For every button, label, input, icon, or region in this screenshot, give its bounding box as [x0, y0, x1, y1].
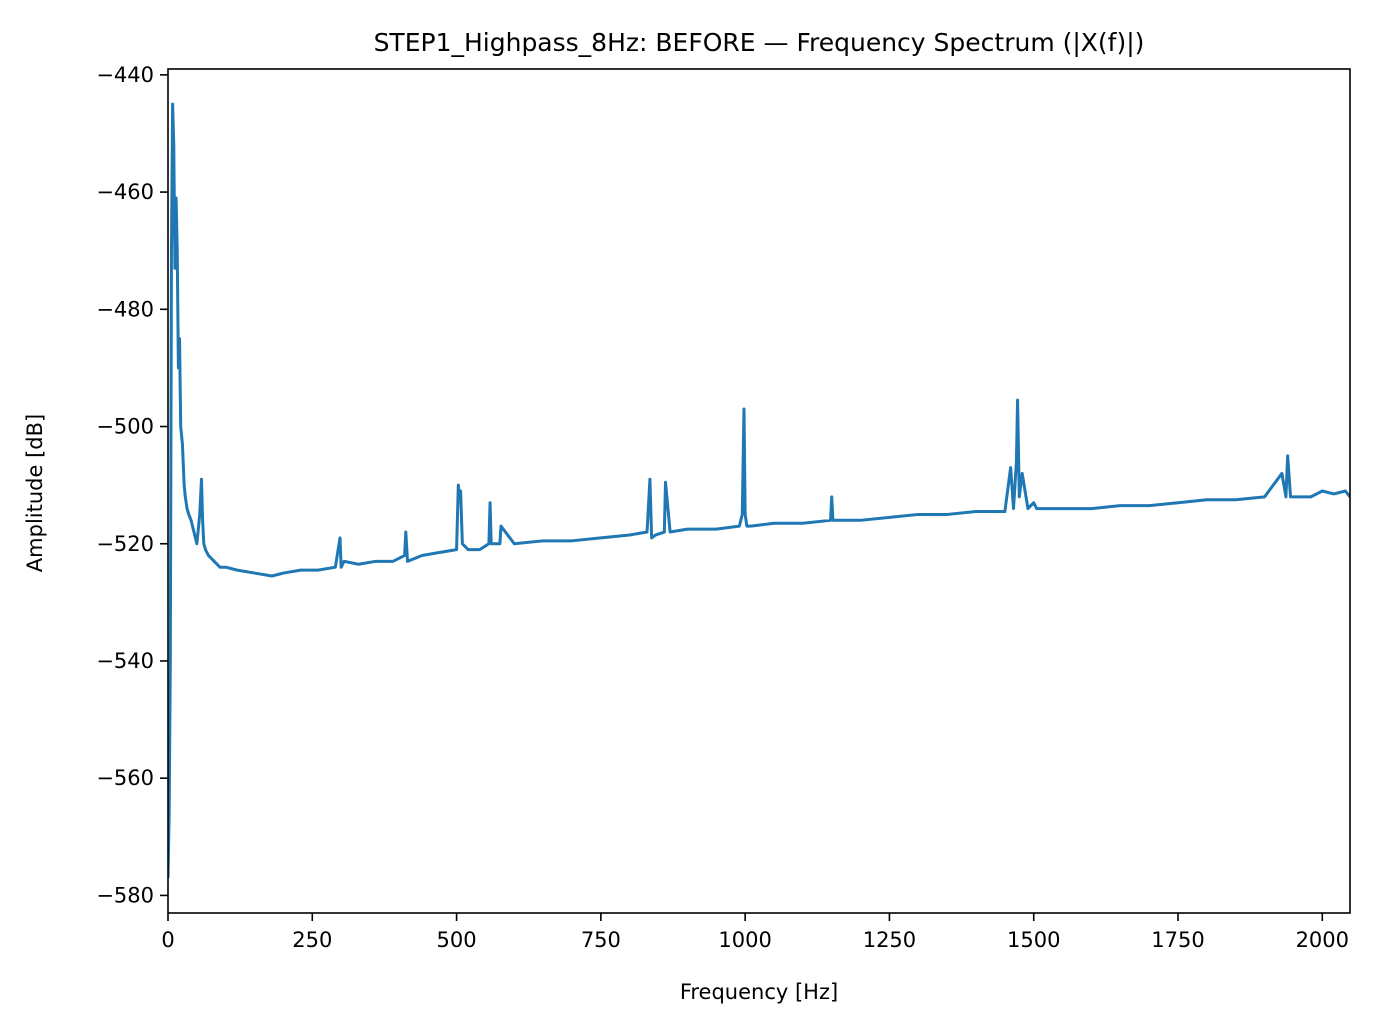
y-tick-label: −560 — [96, 766, 154, 790]
y-tick-label: −520 — [96, 532, 154, 556]
x-axis-label: Frequency [Hz] — [680, 980, 838, 1004]
x-tick-label: 0 — [161, 928, 174, 952]
spectrum-line-series — [168, 102, 1350, 878]
x-tick-label: 2000 — [1296, 928, 1349, 952]
x-tick-label: 1250 — [863, 928, 916, 952]
plot-data-group — [168, 102, 1350, 878]
chart-title: STEP1_Highpass_8Hz: BEFORE — Frequency S… — [374, 28, 1145, 57]
y-tick-label: −580 — [96, 883, 154, 907]
y-tick-label: −500 — [96, 415, 154, 439]
x-tick-label: 1000 — [718, 928, 771, 952]
y-axis-label: Amplitude [dB] — [23, 414, 47, 572]
y-tick-label: −540 — [96, 649, 154, 673]
x-tick-label: 1750 — [1151, 928, 1204, 952]
x-tick-label: 750 — [581, 928, 621, 952]
y-tick-label: −440 — [96, 63, 154, 87]
x-axis-ticks: 0 250 500 750 1000 1250 1500 1750 2000 — [161, 913, 1349, 952]
x-tick-label: 1500 — [1007, 928, 1060, 952]
x-tick-label: 250 — [292, 928, 332, 952]
x-tick-label: 500 — [437, 928, 477, 952]
plot-frame — [167, 68, 1351, 914]
y-tick-label: −480 — [96, 297, 154, 321]
y-axis-ticks: −580 −560 −540 −520 −500 −480 −460 −440 — [96, 63, 168, 907]
y-tick-label: −460 — [96, 180, 154, 204]
